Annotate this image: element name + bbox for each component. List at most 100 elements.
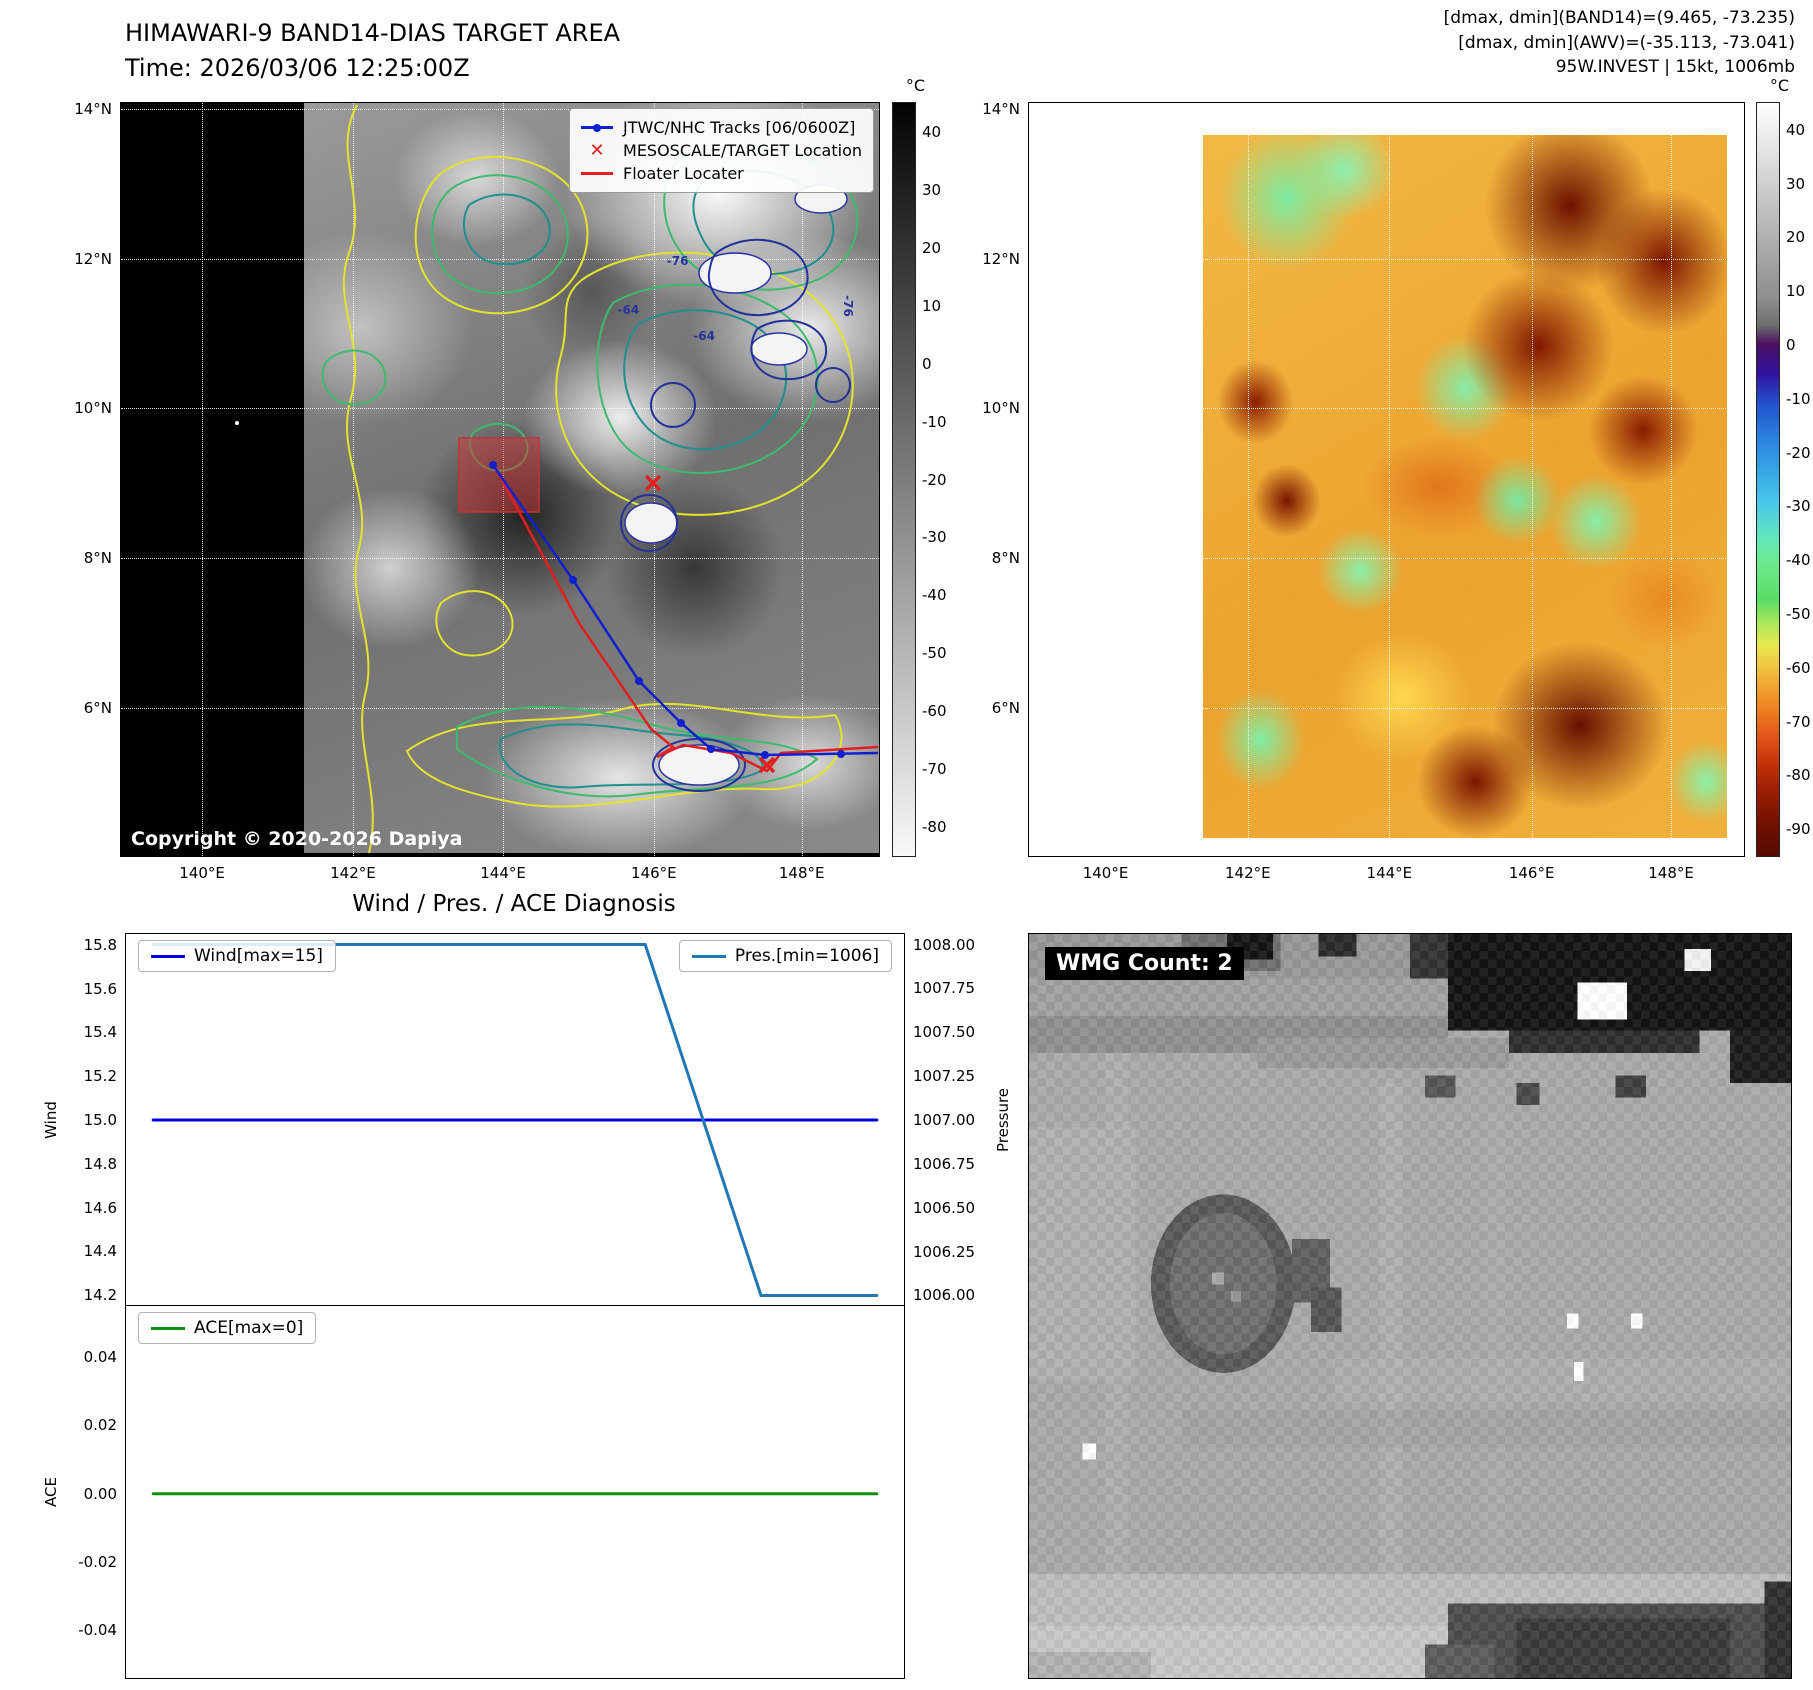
grid-line-horizontal	[121, 109, 879, 111]
ace-legend: ACE[max=0]	[138, 1312, 317, 1344]
legend-label-jtwc: JTWC/NHC Tracks [06/0600Z]	[623, 118, 856, 137]
colorbar-unit: °C	[1769, 76, 1789, 95]
left-axis-tick-label: 14.8	[83, 1154, 117, 1173]
colorbar-tick-label: -20	[922, 470, 947, 489]
left-axis-tick-label: 14.2	[83, 1286, 117, 1305]
colorbar-tick-label: 20	[922, 238, 942, 257]
contour-green	[321, 145, 859, 798]
legend-row-jtwc: JTWC/NHC Tracks [06/0600Z]	[581, 118, 862, 137]
colorbar-tick-label: 40	[1786, 120, 1806, 139]
invest-status: 95W.INVEST | 15kt, 1006mb	[1555, 57, 1795, 78]
left-axis-tick-label: 15.8	[83, 935, 117, 954]
colorbar-tick-label: -50	[1786, 604, 1811, 623]
grid-line-horizontal	[121, 557, 879, 559]
left-axis-tick-label: 14.4	[83, 1242, 117, 1261]
pressure-legend-label: Pres.[min=1006]	[734, 946, 879, 966]
ace-line-icon	[151, 1326, 185, 1330]
colorbar-tick-label: -50	[922, 644, 947, 663]
colorbar-tick-label: 30	[922, 180, 942, 199]
y-axis-tick-label: 12°N	[982, 249, 1020, 268]
grid-line-vertical	[1389, 103, 1391, 856]
grid-line-horizontal	[121, 708, 879, 710]
x-marker-icon: ✕	[589, 140, 605, 161]
awv-colorbar: °C 40 30 20 10 0 -10 -20 -30 -40 -50 -60 -70 -80 -90	[1756, 76, 1811, 857]
colorbar-tick-label: -80	[1786, 766, 1811, 785]
y-axis-tick-label: 14°N	[982, 100, 1020, 119]
grid-line-vertical	[1105, 103, 1107, 856]
x-axis-tick-label: 144°E	[480, 864, 526, 882]
colorbar-tick-label: -40	[922, 586, 947, 605]
band14-title: HIMAWARI-9 BAND14-DIAS TARGET AREA	[125, 19, 621, 47]
right-axis-tick-label: 1008.00	[913, 935, 976, 954]
ace-chart: ACE[max=0] ACE 0.04 0.02 0.00 -0.02 -0.04	[42, 1305, 905, 1679]
grid-line-horizontal	[1029, 258, 1744, 260]
grid-line-horizontal	[121, 407, 879, 409]
band14-map: -76 -64 -64 -76 JTWC/NHC Tracks [06/0600…	[74, 100, 880, 882]
wind-legend-label: Wind[max=15]	[194, 946, 323, 966]
mesoscale-x-markers	[644, 474, 776, 774]
wind-axis-label: Wind	[42, 1101, 60, 1139]
legend-label-floater: Floater Locater	[623, 164, 744, 183]
y-axis-tick-label: 8°N	[991, 548, 1020, 567]
colorbar-tick-label: 20	[1786, 228, 1806, 247]
colorbar-tick-label: -90	[1786, 820, 1811, 839]
colorbar-tick-label: -70	[922, 760, 947, 779]
grid-line-horizontal	[121, 258, 879, 260]
colorbar-tick-label: -40	[1786, 551, 1811, 570]
grid-line-vertical	[801, 103, 803, 856]
contour-value-label: -64	[617, 302, 640, 317]
y-axis-tick-label: 14°N	[74, 100, 112, 119]
x-axis-tick-label: 142°E	[330, 864, 376, 882]
left-axis-tick-label: 15.2	[83, 1067, 117, 1086]
band14-title-block: HIMAWARI-9 BAND14-DIAS TARGET AREA Time:…	[125, 16, 620, 86]
grid-line-vertical	[1247, 103, 1249, 856]
x-axis-tick-label: 144°E	[1366, 864, 1413, 882]
y-axis-tick-label: 6°N	[991, 699, 1020, 718]
track-line-dot-icon	[581, 126, 614, 129]
wmg-count-label: WMG Count: 2	[1045, 947, 1244, 980]
star-speck	[235, 421, 239, 425]
wmg-classification-image	[1029, 934, 1791, 1678]
colorbar-tick-label: 10	[922, 296, 942, 315]
contour-value-label: -64	[693, 328, 715, 343]
x-axis-tick-label: 140°E	[1082, 864, 1129, 882]
legend-row-mesoscale: ✕ MESOSCALE/TARGET Location	[581, 140, 862, 161]
chart-canvas	[151, 943, 879, 1297]
left-axis-tick-label: 15.6	[83, 979, 117, 998]
ace-legend-label: ACE[max=0]	[194, 1318, 304, 1338]
map-legend: JTWC/NHC Tracks [06/0600Z] ✕ MESOSCALE/T…	[569, 108, 874, 193]
y-axis-tick-label: 6°N	[83, 699, 112, 718]
grid-line-vertical	[352, 103, 354, 856]
left-axis-tick-label: 14.6	[83, 1198, 117, 1217]
x-axis-tick-label: 148°E	[1648, 864, 1694, 882]
grid-line-horizontal	[1029, 109, 1744, 111]
right-axis-tick-label: 1006.00	[913, 1286, 976, 1305]
left-axis-tick-label: 0.00	[83, 1484, 117, 1503]
cold-cloud-cores	[624, 184, 848, 786]
left-axis-tick-label: 15.0	[83, 1111, 117, 1129]
wind-legend: Wind[max=15]	[138, 940, 336, 972]
left-axis-tick-label: -0.04	[78, 1621, 117, 1640]
band14-colorbar: °C 40 30 20 10 0 -10 -20 -30 -40 -50 -60 -70 -80	[892, 76, 947, 857]
jtwc-track-line	[491, 464, 879, 757]
legend-row-floater: Floater Locater	[581, 164, 862, 183]
ace-axis-label: ACE	[42, 1477, 60, 1507]
chart-canvas	[151, 1492, 879, 1496]
x-axis-tick-label: 140°E	[179, 864, 225, 882]
colorbar-tick-label: -80	[922, 818, 947, 837]
left-axis-tick-label: -0.02	[78, 1552, 117, 1571]
floater-locater-line	[494, 468, 879, 773]
grid-line-horizontal	[1029, 708, 1744, 710]
grid-line-vertical	[1531, 103, 1533, 856]
x-axis-tick-label: 146°E	[631, 864, 677, 882]
wind-pressure-chart: Wind[max=15] Pres.[min=1006] Wind Pressu…	[42, 933, 1012, 1306]
right-axis-tick-label: 1007.00	[913, 1111, 976, 1129]
colorbar-unit: °C	[905, 76, 925, 95]
dmax-dmin-awv: [dmax, dmin](AWV)=(-35.113, -73.041)	[1458, 32, 1795, 53]
contour-value-label: -76	[666, 253, 689, 268]
wmg-panel: WMG Count: 2	[1028, 933, 1792, 1679]
right-axis-tick-label: 1007.75	[913, 979, 976, 998]
pressure-legend: Pres.[min=1006]	[678, 940, 892, 972]
grid-line-horizontal	[1029, 557, 1744, 559]
